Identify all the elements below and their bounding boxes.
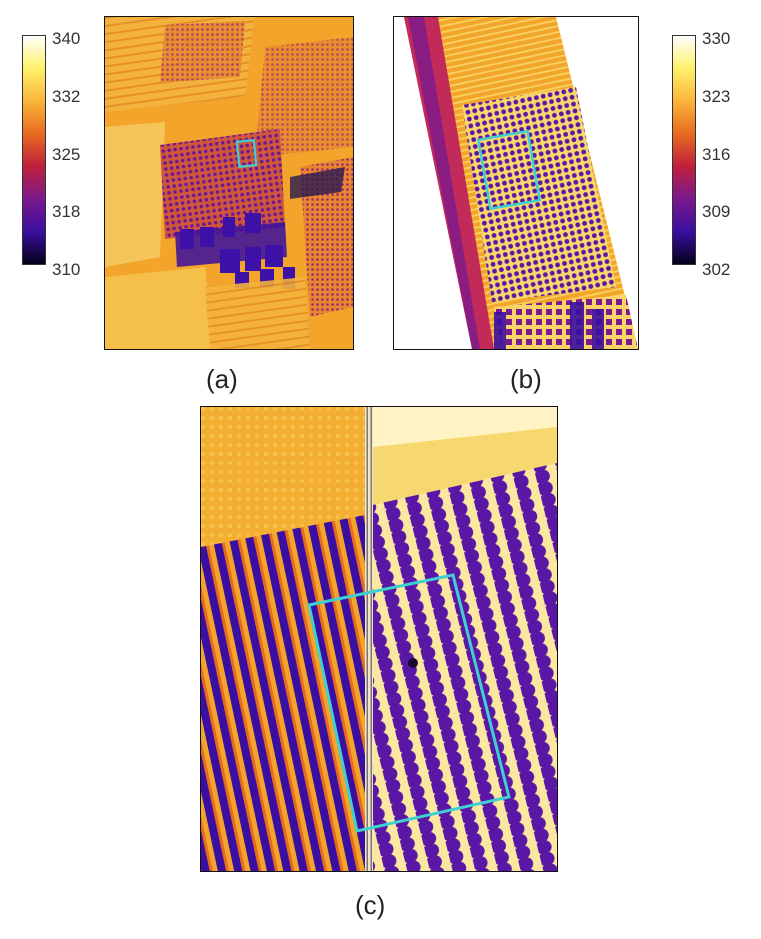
thermal-image-c-graphic	[201, 407, 557, 871]
colorbar-right-tick-4: 309	[702, 202, 731, 221]
caption-b: (b)	[510, 364, 542, 394]
caption-c: (c)	[355, 890, 386, 920]
thermal-image-b-graphic	[404, 17, 638, 349]
colorbar-right-tick-1: 330	[702, 29, 731, 48]
colorbar-left-tick-3: 325	[52, 145, 81, 164]
colorbar-left-tick-5: 310	[52, 260, 81, 279]
colorbar-left	[22, 35, 46, 265]
colorbar-right-tick-5: 302	[702, 260, 731, 279]
thermal-image-a	[104, 16, 354, 350]
colorbar-right-tick-2: 323	[702, 87, 731, 106]
thermal-image-c	[200, 406, 558, 872]
colorbar-left-tick-2: 332	[52, 87, 81, 106]
colorbar-left-tick-4: 318	[52, 202, 81, 221]
colorbar-right-tick-3: 316	[702, 145, 731, 164]
colorbar-right	[672, 35, 696, 265]
colorbar-left-tick-1: 340	[52, 29, 81, 48]
caption-a: (a)	[206, 364, 238, 394]
thermal-image-a-graphic	[105, 17, 353, 349]
thermal-image-b	[393, 16, 639, 350]
